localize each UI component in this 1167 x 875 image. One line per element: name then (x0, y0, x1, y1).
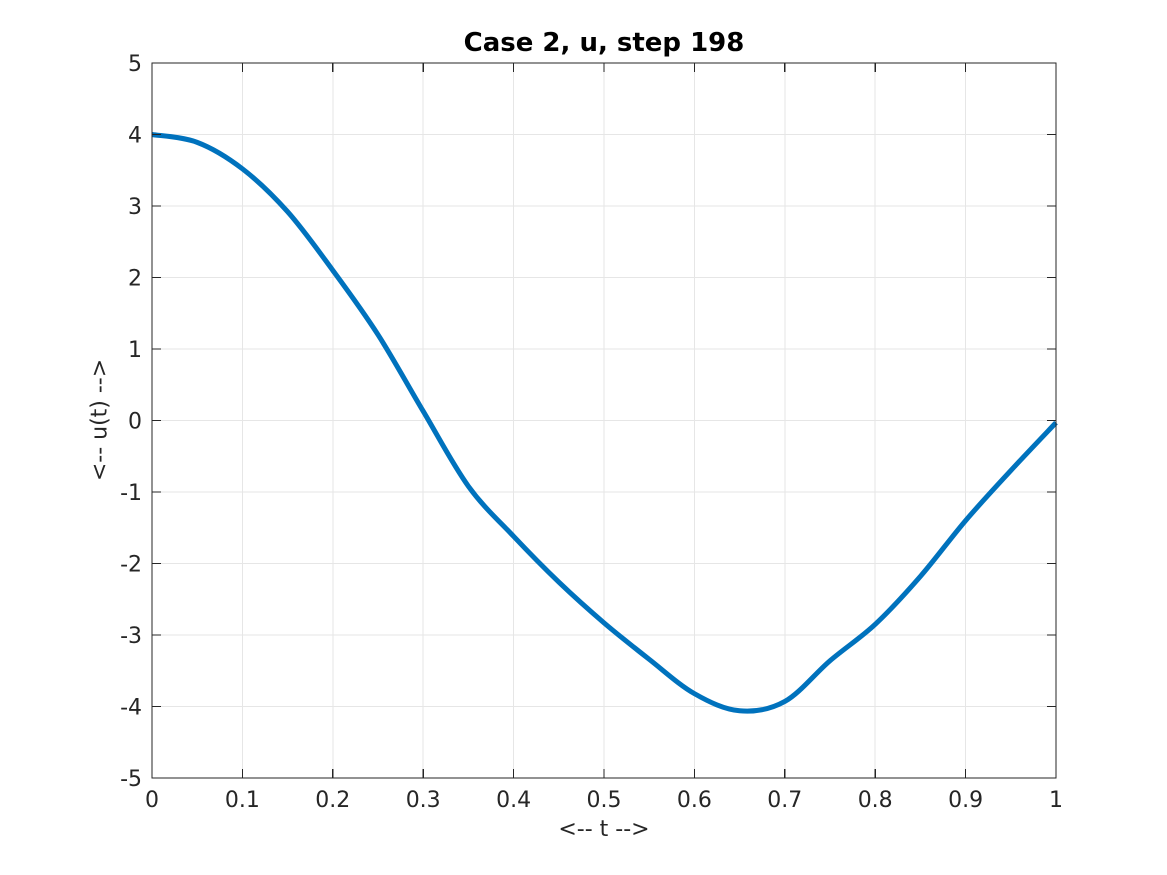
x-tick-label: 0.1 (225, 788, 260, 813)
y-tick-label: 5 (128, 52, 142, 77)
x-tick-labels: 0 0.1 0.2 0.3 0.4 0.5 0.6 0.7 0.8 0.9 1 (145, 788, 1063, 813)
x-tick-label: 0.7 (767, 788, 802, 813)
y-axis-label: <-- u(t) --> (87, 358, 113, 482)
x-tick-label: 0 (145, 788, 159, 813)
x-tick-label: 0.8 (858, 788, 893, 813)
y-tick-label: 1 (128, 338, 142, 363)
tick-marks (151, 62, 1057, 779)
x-tick-label: 0.9 (948, 788, 983, 813)
y-tick-label: 3 (128, 195, 142, 220)
y-tick-label: -4 (120, 696, 142, 721)
x-tick-label: 0.2 (315, 788, 350, 813)
y-tick-label: -3 (120, 624, 142, 649)
x-tick-label: 0.5 (587, 788, 622, 813)
y-tick-label: 4 (128, 124, 142, 149)
grid-lines (152, 63, 1056, 778)
x-axis-label: <-- t --> (558, 817, 650, 842)
y-tick-labels: -5 -4 -3 -2 -1 0 1 2 3 4 5 (120, 52, 142, 792)
y-tick-label: -2 (120, 553, 142, 578)
data-line-u (151, 132, 1058, 714)
y-tick-label: -5 (120, 767, 142, 792)
chart-title: Case 2, u, step 198 (463, 28, 745, 58)
x-tick-label: 0.3 (406, 788, 441, 813)
x-tick-label: 0.6 (677, 788, 712, 813)
y-tick-label: -1 (120, 481, 142, 506)
y-tick-label: 0 (128, 410, 142, 435)
y-tick-label: 2 (128, 267, 142, 292)
x-tick-label: 0.4 (496, 788, 531, 813)
x-tick-label: 1 (1049, 788, 1063, 813)
